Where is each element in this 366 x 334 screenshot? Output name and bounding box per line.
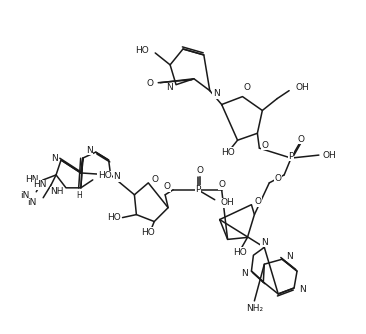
- Text: OH: OH: [295, 83, 309, 92]
- Text: HO: HO: [141, 228, 155, 237]
- Text: P: P: [195, 185, 201, 194]
- Text: OH: OH: [323, 151, 337, 160]
- Text: N: N: [286, 252, 293, 261]
- Text: N: N: [241, 269, 247, 278]
- Text: N: N: [86, 146, 93, 155]
- Text: HN: HN: [33, 180, 46, 189]
- Text: HN: HN: [25, 175, 38, 184]
- Text: N: N: [213, 89, 220, 98]
- Text: iN: iN: [27, 198, 36, 207]
- Text: N: N: [261, 238, 268, 247]
- Text: HO: HO: [233, 248, 246, 257]
- Text: O: O: [196, 166, 203, 175]
- Text: H: H: [76, 191, 82, 200]
- Text: P: P: [288, 152, 294, 161]
- Text: HO: HO: [107, 213, 120, 222]
- Text: N: N: [51, 154, 58, 163]
- Text: O: O: [254, 197, 261, 206]
- Text: HO: HO: [221, 148, 235, 157]
- Text: N: N: [299, 286, 306, 295]
- Text: O: O: [151, 175, 158, 184]
- Text: O: O: [261, 141, 268, 150]
- Text: O: O: [163, 182, 170, 191]
- Text: HO: HO: [135, 46, 149, 55]
- Text: N: N: [166, 83, 173, 92]
- Text: O: O: [146, 79, 153, 88]
- Text: O: O: [298, 135, 305, 144]
- Text: NH₂: NH₂: [246, 304, 263, 313]
- Text: O: O: [244, 82, 251, 92]
- Text: HO: HO: [98, 171, 112, 180]
- Text: N: N: [113, 172, 120, 181]
- Text: O: O: [218, 180, 225, 189]
- Text: iN: iN: [20, 191, 29, 200]
- Text: OH: OH: [221, 198, 235, 207]
- Text: O: O: [274, 174, 281, 183]
- Text: NH: NH: [51, 187, 64, 196]
